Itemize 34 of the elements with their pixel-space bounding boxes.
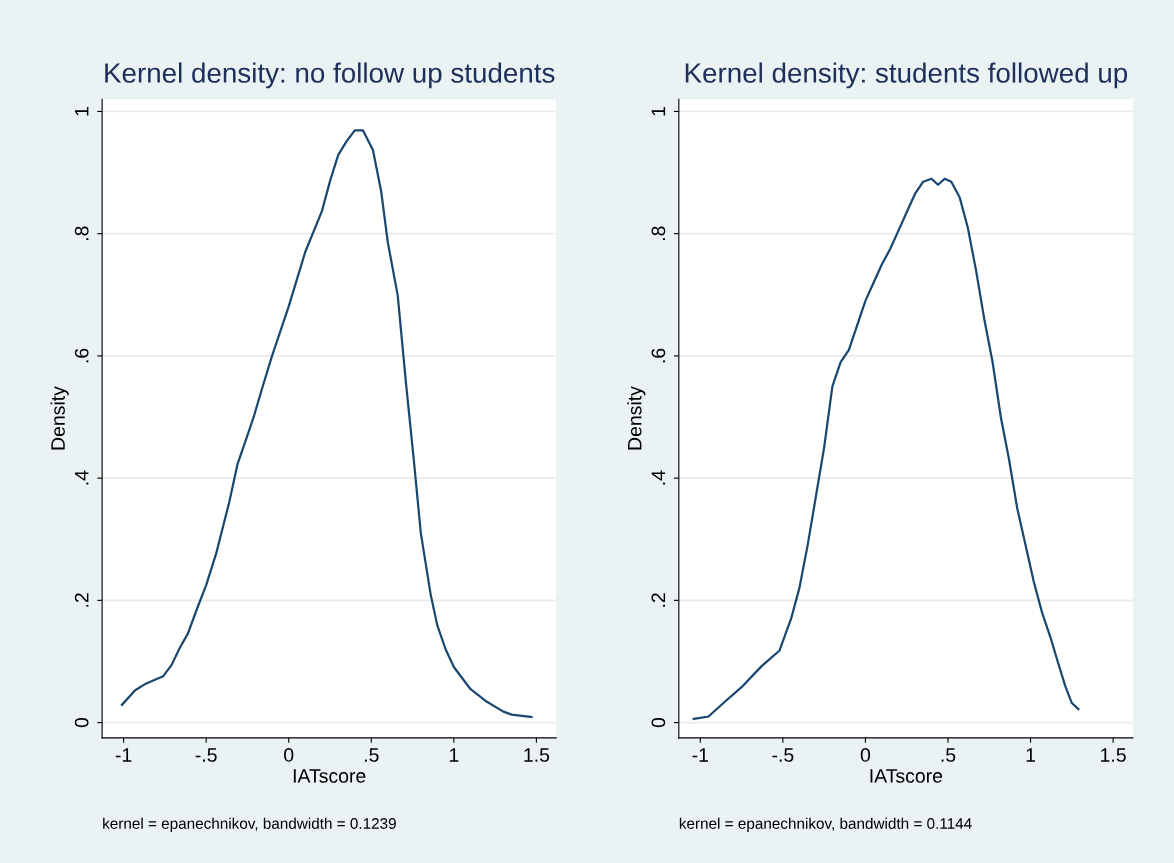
y-tick-label: .8 — [74, 226, 89, 241]
y-axis-title: Density — [627, 386, 646, 450]
x-tick-label: 0 — [860, 748, 871, 762]
y-tick-label: 0 — [651, 717, 666, 728]
x-tick-label: -.5 — [195, 748, 217, 762]
line-series — [120, 129, 533, 719]
y-tick-label: .2 — [651, 593, 666, 607]
y-tick-label: .6 — [74, 348, 89, 363]
x-axis-title: IATscore — [293, 769, 366, 783]
chart-title: Kernel density: no follow up students — [105, 62, 555, 89]
x-tick-label: -1 — [692, 748, 708, 762]
line-series — [692, 177, 1080, 721]
text: kernel = epanechnikov, bandwidth = 0.1144 — [679, 817, 972, 832]
x-tick-label: 1.5 — [1101, 748, 1126, 762]
y-tick-label: 1 — [651, 107, 666, 116]
y-tick-label: 1 — [75, 107, 89, 116]
y-tick-label: .4 — [651, 470, 666, 485]
y-axis-title: Density — [50, 386, 69, 450]
chart-title: Kernel density: students followed up — [685, 62, 1128, 89]
y-tick-label: .6 — [651, 348, 666, 363]
x-tick-label: .5 — [364, 748, 379, 762]
x-tick-label: 1.5 — [524, 748, 550, 762]
y-tick-label: .2 — [74, 593, 89, 607]
x-tick-label: .5 — [941, 748, 956, 762]
x-tick-label: -.5 — [772, 748, 794, 762]
x-tick-label: 0 — [284, 748, 294, 762]
x-tick-label: 1 — [449, 748, 459, 762]
y-tick-label: .4 — [75, 470, 89, 485]
y-tick-label: .8 — [651, 226, 666, 241]
x-tick-label: 1 — [1026, 748, 1035, 762]
y-tick-label: 0 — [74, 717, 89, 728]
x-tick-label: -1 — [115, 748, 132, 762]
x-axis-title: IATscore — [870, 769, 943, 783]
text: kernel = epanechnikov, bandwidth = 0.1239 — [103, 817, 396, 832]
